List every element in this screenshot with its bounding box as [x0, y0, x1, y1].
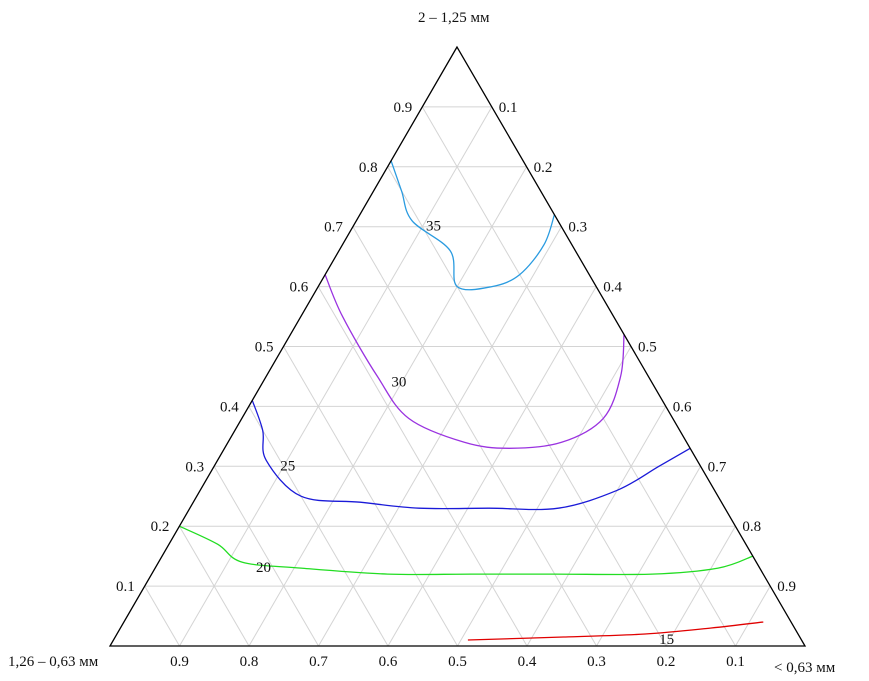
- contour-labels: 15 20 25 30 35: [256, 219, 674, 648]
- vertex-label-right: < 0,63 мм: [774, 660, 836, 676]
- tick-left-1: 0.1: [116, 579, 135, 595]
- contour-line-25: [251, 400, 691, 511]
- grid-line-left-1: [421, 106, 736, 647]
- contour-line-30: [324, 274, 625, 449]
- tick-bottom-3: 0.3: [587, 654, 606, 670]
- vertex-label-left: 1,26 – 0,63 мм: [8, 654, 99, 670]
- tick-right-8: 0.8: [742, 519, 761, 535]
- tick-bottom-4: 0.4: [518, 654, 537, 670]
- tick-bottom-2: 0.2: [657, 654, 676, 670]
- contour-label-15: 15: [659, 632, 674, 648]
- contour-label-25: 25: [280, 458, 295, 474]
- tick-left-5: 0.5: [255, 340, 274, 356]
- tick-bottom-6: 0.6: [379, 654, 398, 670]
- tick-right-7: 0.7: [708, 459, 727, 475]
- tick-left-8: 0.8: [359, 160, 378, 176]
- tick-bottom-8: 0.8: [240, 654, 259, 670]
- grid-lines: [144, 106, 771, 647]
- tick-right-4: 0.4: [603, 280, 622, 296]
- grid-line-left-7: [213, 466, 319, 647]
- grid-line-left-9: [144, 585, 180, 647]
- tick-left-9: 0.9: [394, 100, 413, 116]
- tick-bottom-9: 0.9: [170, 654, 189, 670]
- contour-line-35: [390, 160, 556, 291]
- contour-line-20: [179, 525, 754, 576]
- grid-line-right-5: [457, 346, 632, 647]
- tick-left-7: 0.7: [324, 220, 343, 236]
- tick-left-3: 0.3: [185, 459, 204, 475]
- grid-line-left-3: [352, 226, 597, 647]
- triangle-frame: [108, 45, 807, 647]
- tick-right-9: 0.9: [777, 579, 796, 595]
- tick-bottom-1: 0.1: [726, 654, 745, 670]
- tick-right-2: 0.2: [534, 160, 553, 176]
- contour-lines: [179, 160, 764, 641]
- tick-labels: 0.1 0.1 0.1 0.2 0.2 0.2 0.3 0.3 0.3 0.4 0.4 0.4 0.5 0…: [116, 100, 796, 670]
- grid-line-left-5: [283, 346, 458, 647]
- tick-right-5: 0.5: [638, 340, 657, 356]
- tick-left-6: 0.6: [289, 280, 308, 296]
- grid-line-right-3: [318, 226, 562, 647]
- contour-label-35: 35: [426, 219, 441, 235]
- grid-line-right-8: [665, 525, 736, 647]
- grid-line-right-1: [179, 106, 493, 647]
- contour-line-15: [467, 621, 764, 641]
- grid-line-right-7: [596, 466, 702, 647]
- tick-right-6: 0.6: [673, 399, 692, 415]
- contour-label-20: 20: [256, 560, 271, 576]
- tick-bottom-5: 0.5: [448, 654, 467, 670]
- grid-line-left-8: [178, 525, 250, 647]
- grid-line-left-6: [248, 406, 389, 647]
- vertex-label-top: 2 – 1,25 мм: [418, 10, 490, 26]
- contour-label-30: 30: [391, 374, 406, 390]
- tick-right-1: 0.1: [499, 100, 518, 116]
- tick-left-2: 0.2: [151, 519, 170, 535]
- tick-bottom-7: 0.7: [309, 654, 328, 670]
- tick-left-4: 0.4: [220, 399, 239, 415]
- tick-right-3: 0.3: [568, 220, 587, 236]
- grid-line-right-6: [526, 406, 667, 647]
- grid-line-right-9: [735, 585, 771, 647]
